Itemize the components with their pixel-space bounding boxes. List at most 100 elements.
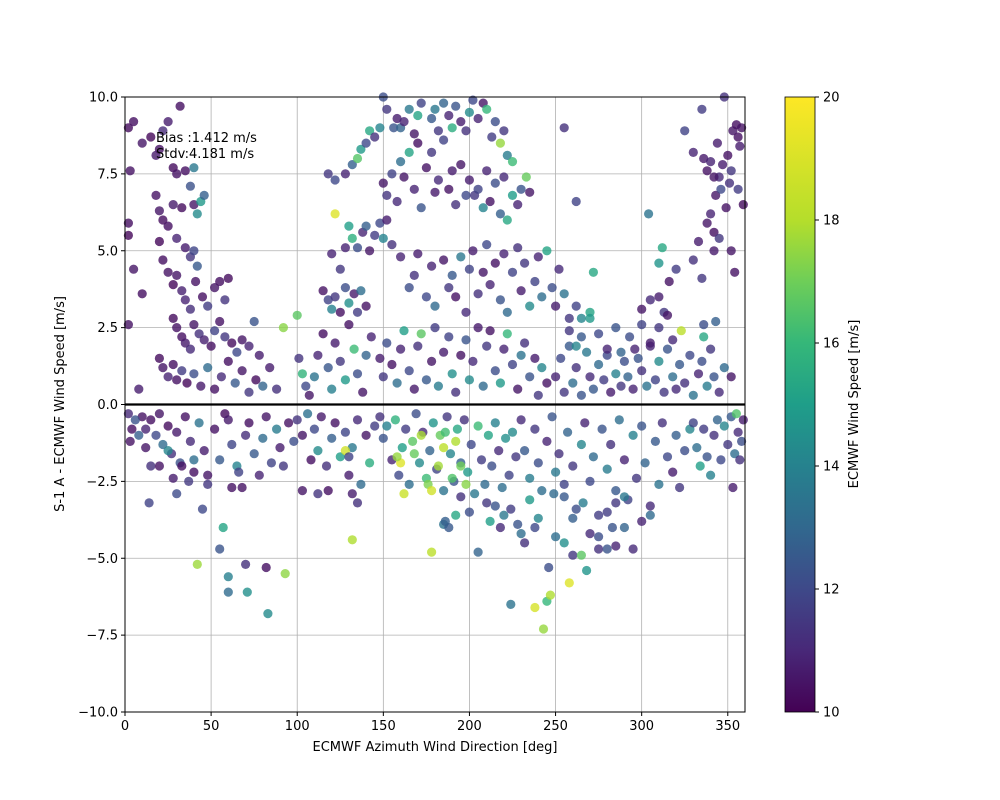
data-point xyxy=(378,178,388,188)
data-point xyxy=(340,243,350,253)
data-point xyxy=(597,424,607,434)
data-point xyxy=(702,381,712,391)
data-point xyxy=(664,276,674,287)
data-point xyxy=(340,169,350,179)
data-point xyxy=(203,363,213,373)
data-point xyxy=(185,304,195,314)
data-point xyxy=(370,132,380,142)
data-point xyxy=(495,295,505,305)
data-point xyxy=(487,132,497,142)
data-point xyxy=(568,550,578,560)
data-point xyxy=(730,449,740,459)
data-point xyxy=(712,415,723,425)
data-point xyxy=(470,489,480,499)
data-point xyxy=(404,283,414,293)
data-point xyxy=(537,363,547,373)
data-point xyxy=(542,246,552,256)
data-point xyxy=(313,489,323,499)
data-point xyxy=(719,363,729,373)
data-point xyxy=(554,264,564,274)
data-point xyxy=(464,264,474,274)
data-point xyxy=(451,200,461,210)
data-point xyxy=(499,126,509,136)
data-point xyxy=(191,276,201,287)
data-point xyxy=(688,255,698,265)
data-point xyxy=(490,501,500,511)
data-point xyxy=(490,366,500,376)
data-point xyxy=(223,572,233,582)
data-point xyxy=(356,144,366,154)
data-point xyxy=(215,455,225,465)
data-point xyxy=(241,430,251,440)
x-tick-label: 250 xyxy=(543,719,568,734)
data-point xyxy=(662,310,673,320)
data-point xyxy=(137,412,147,422)
data-point xyxy=(568,378,578,388)
data-point xyxy=(516,286,526,296)
data-point xyxy=(637,366,647,376)
data-point xyxy=(556,353,566,363)
data-point xyxy=(154,461,164,471)
data-point xyxy=(382,421,392,431)
data-point xyxy=(490,258,500,268)
data-point xyxy=(473,547,483,557)
data-point xyxy=(680,446,690,456)
data-point xyxy=(216,372,226,382)
data-point xyxy=(559,289,569,299)
data-point xyxy=(254,470,264,480)
data-point xyxy=(172,427,182,437)
data-point xyxy=(551,301,561,311)
data-point xyxy=(737,123,747,133)
data-point xyxy=(192,209,202,219)
data-point xyxy=(416,98,426,108)
data-point xyxy=(352,415,363,425)
data-point xyxy=(347,489,357,499)
data-point xyxy=(697,356,707,366)
data-point xyxy=(502,307,512,317)
data-point xyxy=(502,329,512,339)
data-point xyxy=(370,421,380,431)
data-point xyxy=(495,522,505,533)
data-point xyxy=(125,166,135,176)
data-point xyxy=(459,415,469,425)
data-point xyxy=(347,160,357,170)
data-point xyxy=(130,415,140,425)
data-point xyxy=(702,452,712,462)
data-point xyxy=(504,470,514,480)
data-point xyxy=(330,338,340,348)
data-point xyxy=(392,378,402,388)
data-point xyxy=(699,332,709,342)
data-point xyxy=(516,350,526,360)
data-point xyxy=(602,544,612,554)
data-point xyxy=(344,221,354,231)
data-point xyxy=(551,372,561,382)
data-point xyxy=(706,157,716,167)
data-point xyxy=(706,470,716,480)
data-point xyxy=(506,504,516,514)
colorbar-tick-label: 10 xyxy=(823,706,840,721)
data-point xyxy=(559,492,569,502)
data-point xyxy=(177,286,187,296)
data-point xyxy=(210,424,220,434)
data-point xyxy=(544,562,554,573)
data-point xyxy=(146,461,156,471)
data-point xyxy=(272,424,282,434)
data-point xyxy=(485,280,495,290)
data-point xyxy=(444,184,454,194)
x-tick-label: 300 xyxy=(629,719,654,734)
data-point xyxy=(196,381,206,391)
data-point xyxy=(266,458,276,468)
data-point xyxy=(545,590,556,600)
data-point xyxy=(416,430,426,440)
data-point xyxy=(439,135,449,145)
data-point xyxy=(447,369,457,379)
data-point xyxy=(428,418,438,428)
data-point xyxy=(516,415,526,425)
data-point xyxy=(551,532,561,542)
data-point xyxy=(361,301,371,311)
data-point xyxy=(154,409,164,419)
data-point xyxy=(439,255,449,265)
data-point xyxy=(203,479,213,489)
data-point xyxy=(335,452,345,462)
data-point xyxy=(172,375,182,385)
